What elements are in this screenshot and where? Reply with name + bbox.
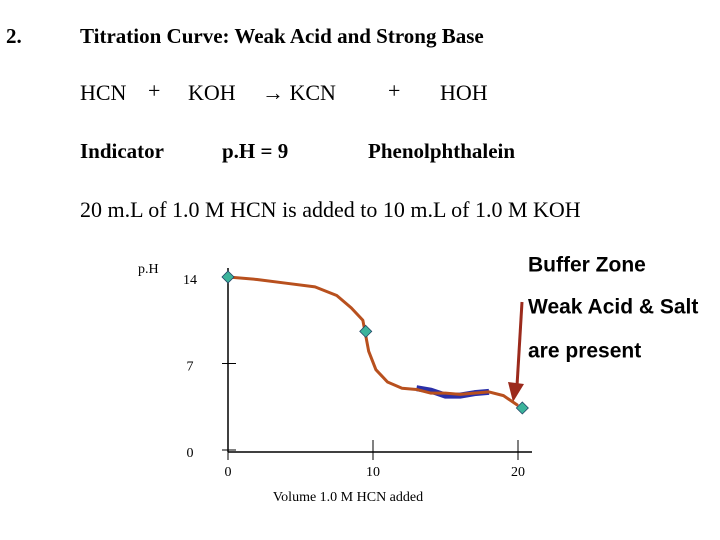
x-tick-label: 20 bbox=[511, 465, 525, 480]
arrow-head bbox=[508, 382, 524, 402]
equation-term: HOH bbox=[440, 80, 488, 105]
point-marker bbox=[515, 401, 529, 415]
slide-number: 2. bbox=[6, 24, 22, 48]
point-marker bbox=[359, 324, 373, 338]
annotation: Weak Acid & Salt bbox=[528, 296, 698, 319]
y-tick-label: 14 bbox=[183, 273, 197, 288]
slide-title: Titration Curve: Weak Acid and Strong Ba… bbox=[80, 24, 484, 48]
annotation: Buffer Zone bbox=[528, 254, 646, 277]
ph-value: p.H = 9 bbox=[222, 139, 288, 163]
statement: 20 m.L of 1.0 M HCN is added to 10 m.L o… bbox=[80, 197, 581, 222]
equation-term: → KCN bbox=[262, 80, 336, 105]
equation-term: KOH bbox=[188, 80, 236, 105]
x-axis-label: Volume 1.0 M HCN added bbox=[273, 490, 423, 505]
arrow bbox=[515, 301, 524, 387]
y-tick-label: 7 bbox=[187, 360, 194, 375]
equation-term: + bbox=[388, 78, 400, 103]
annotation: are present bbox=[528, 340, 641, 363]
point-marker bbox=[221, 270, 235, 284]
equation-term: + bbox=[148, 78, 160, 103]
x-tick-label: 0 bbox=[225, 465, 232, 480]
y-tick-label: 0 bbox=[187, 446, 194, 461]
titration-curve bbox=[227, 275, 519, 407]
equation-term: HCN bbox=[80, 80, 127, 105]
x-tick-label: 10 bbox=[366, 465, 380, 480]
indicator-label: Indicator bbox=[80, 139, 164, 163]
y-axis-label: p.H bbox=[138, 262, 159, 277]
indicator-name: Phenolphthalein bbox=[368, 139, 515, 163]
